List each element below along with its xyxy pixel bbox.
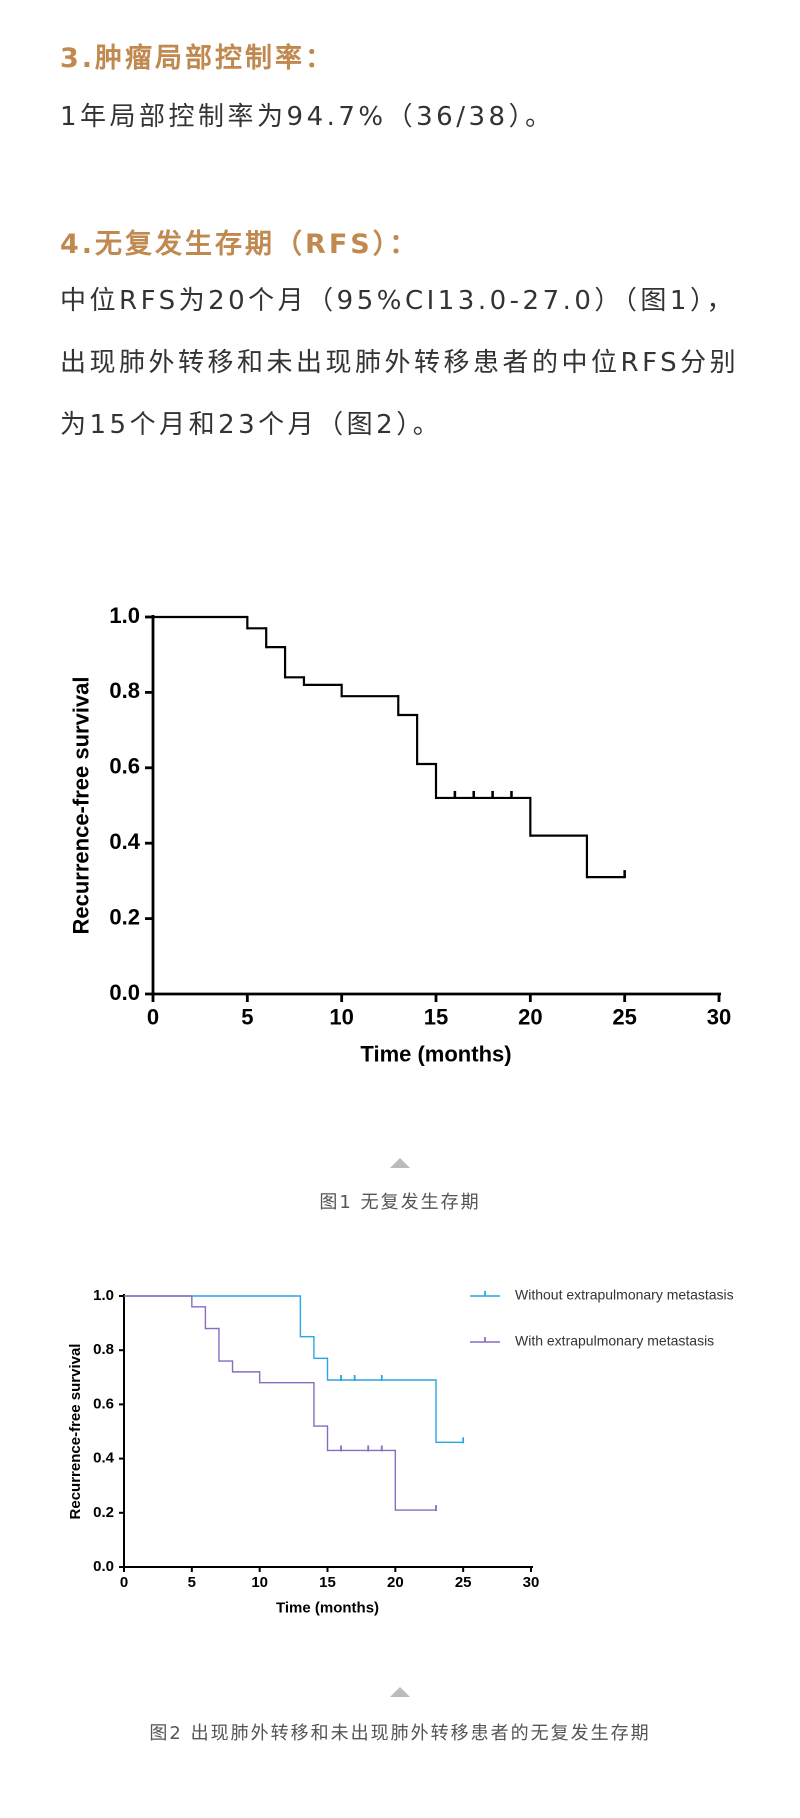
y-tick-label: 0.6 (93, 1395, 114, 1412)
x-tick-label: 5 (241, 1004, 253, 1029)
divider-arrow (390, 1687, 410, 1697)
caption: 图2 出现肺外转移和未出现肺外转移患者的无复发生存期 (149, 1723, 651, 1744)
divider-arrow (390, 1158, 410, 1168)
y-tick-label: 0.4 (93, 1450, 115, 1467)
x-tick-label: 15 (319, 1574, 336, 1591)
y-tick-label: 0.0 (93, 1558, 114, 1575)
y-tick-label: 0.4 (109, 829, 140, 854)
legend-label: Without extrapulmonary metastasis (515, 1287, 734, 1303)
x-tick-label: 5 (188, 1574, 196, 1591)
y-tick-label: 0.6 (109, 754, 140, 779)
heading: 3.肿瘤局部控制率： (60, 43, 336, 74)
heading: 4.无复发生存期（RFS）： (60, 229, 420, 260)
x-axis-label: Time (months) (276, 1600, 379, 1617)
x-tick-label: 30 (707, 1004, 731, 1029)
legend-label: With extrapulmonary metastasis (515, 1333, 714, 1349)
y-axis-label: Recurrence-free survival (67, 1344, 84, 1520)
x-tick-label: 0 (147, 1004, 159, 1029)
y-axis-label: Recurrence-free survival (68, 676, 93, 934)
x-tick-label: 15 (424, 1004, 448, 1029)
paragraph: 1年局部控制率为94.7%（36/38）。 (60, 102, 555, 132)
y-tick-label: 0.8 (93, 1341, 114, 1358)
y-tick-label: 1.0 (93, 1287, 114, 1304)
x-tick-label: 25 (612, 1004, 636, 1029)
y-tick-label: 0.2 (93, 1504, 114, 1521)
caption: 图1 无复发生存期 (319, 1192, 481, 1213)
y-tick-label: 0.0 (109, 980, 140, 1005)
x-tick-label: 25 (455, 1574, 472, 1591)
x-tick-label: 30 (523, 1574, 540, 1591)
x-axis-label: Time (months) (360, 1042, 511, 1067)
y-tick-label: 0.8 (109, 678, 140, 703)
x-tick-label: 20 (518, 1004, 542, 1029)
x-tick-label: 10 (329, 1004, 353, 1029)
x-tick-label: 0 (120, 1574, 128, 1591)
x-tick-label: 10 (251, 1574, 268, 1591)
x-tick-label: 20 (387, 1574, 404, 1591)
paragraph: 中位RFS为20个月（95%CI13.0-27.0）（图1），出现肺外转移和未出… (60, 286, 740, 440)
y-tick-label: 0.2 (109, 904, 140, 929)
y-tick-label: 1.0 (109, 603, 140, 628)
